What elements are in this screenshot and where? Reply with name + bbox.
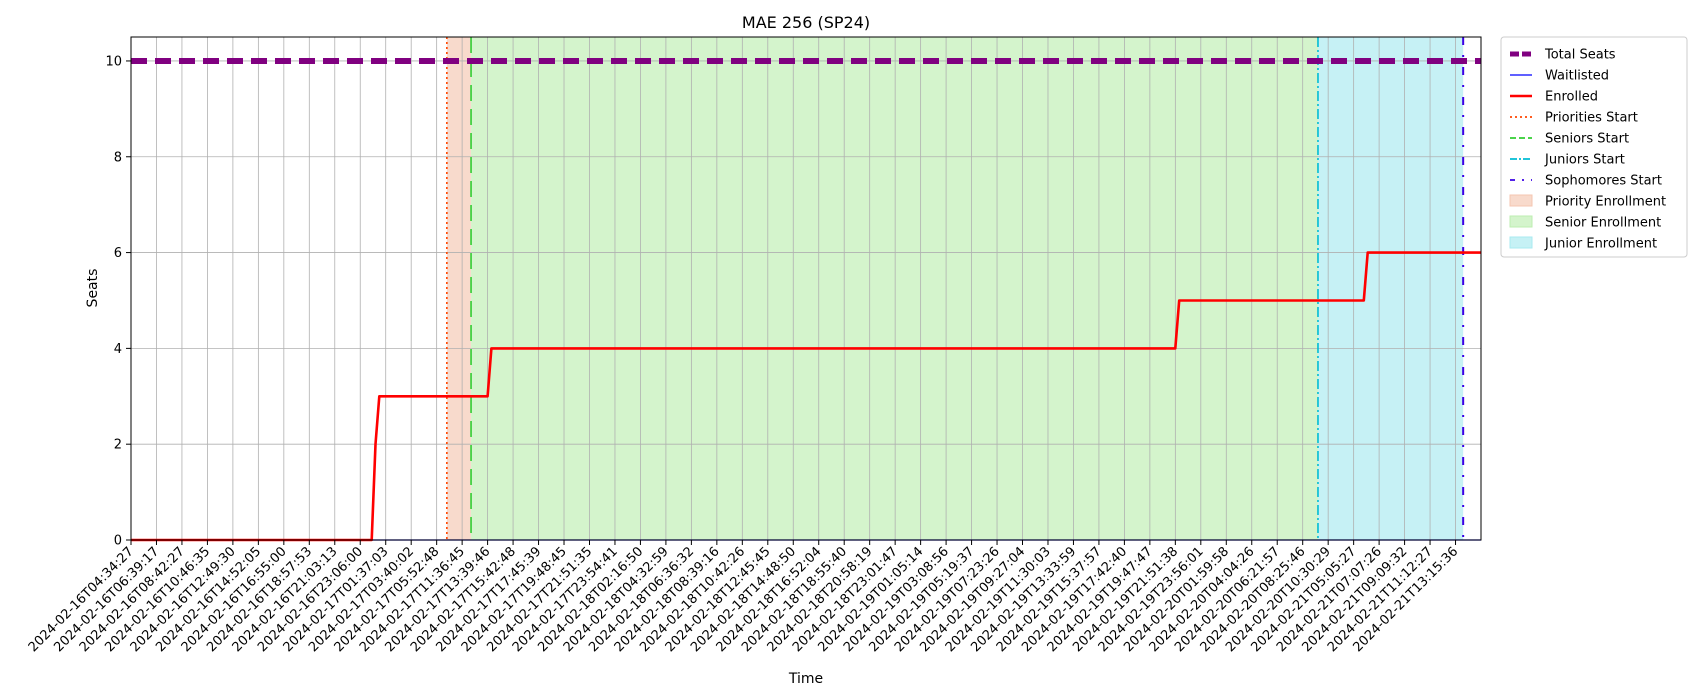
legend-label: Sophomores Start: [1545, 174, 1662, 189]
legend-item: Seniors Start: [1510, 132, 1629, 147]
plot-border: [130, 36, 1482, 541]
span-senior-enrollment: [471, 37, 1318, 540]
legend-item: Priority Enrollment: [1509, 194, 1666, 210]
legend-box: [1500, 36, 1688, 258]
legend-label: Junior Enrollment: [1544, 237, 1657, 252]
legend-item: Waitlisted: [1510, 69, 1609, 84]
legend-item: Senior Enrollment: [1509, 215, 1661, 231]
legend-label: Juniors Start: [1544, 153, 1625, 168]
legend-item: Priorities Start: [1510, 111, 1638, 126]
enrollment-spans: [446, 37, 1464, 540]
legend-swatch: [1509, 236, 1533, 249]
y-axis-label: Seats: [85, 269, 101, 308]
series-enrolled: [131, 251, 1481, 542]
legend: Total Seats Waitlisted Enrolled Priorities …: [1500, 36, 1688, 258]
plot-frame: [130, 36, 1482, 541]
legend-label: Senior Enrollment: [1545, 216, 1661, 231]
grid-lines: [130, 37, 1481, 541]
event-lines: [446, 37, 1465, 540]
legend-label: Enrolled: [1545, 90, 1598, 105]
span-junior-enrollment: [1317, 37, 1464, 540]
y-tick-label: 2: [114, 438, 122, 453]
x-axis-label: Time: [788, 671, 823, 687]
y-tick-label: 4: [114, 342, 122, 357]
x-axis-ticks: 2024-02-16T04:34:272024-02-16T06:39:1720…: [26, 540, 1461, 655]
legend-swatch: [1509, 215, 1533, 228]
y-axis-ticks: 0 2 4 6 8 10: [105, 54, 131, 549]
legend-label: Priority Enrollment: [1545, 195, 1666, 210]
chart-title: MAE 256 (SP24): [742, 13, 870, 32]
legend-label: Seniors Start: [1545, 132, 1629, 147]
legend-item: Total Seats: [1510, 48, 1616, 63]
legend-label: Priorities Start: [1545, 111, 1638, 126]
y-tick-label: 10: [105, 54, 122, 69]
legend-label: Total Seats: [1544, 48, 1616, 63]
legend-item: Enrolled: [1510, 90, 1598, 105]
legend-item: Junior Enrollment: [1509, 236, 1657, 252]
legend-swatch: [1509, 194, 1533, 207]
span-priority-enrollment: [446, 37, 472, 540]
y-tick-label: 0: [114, 534, 122, 549]
y-tick-label: 6: [114, 246, 122, 261]
y-tick-label: 8: [114, 150, 122, 165]
legend-item: Sophomores Start: [1510, 174, 1662, 189]
legend-item: Juniors Start: [1510, 153, 1625, 168]
legend-label: Waitlisted: [1545, 69, 1609, 84]
